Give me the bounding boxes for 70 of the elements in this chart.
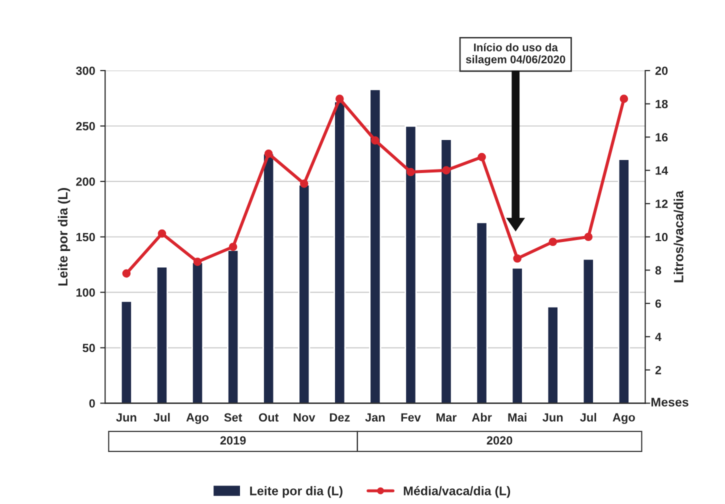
x-tick-label: Dez — [330, 413, 350, 422]
point — [264, 150, 273, 158]
x-axis-title: Meses — [651, 398, 688, 407]
point — [335, 94, 344, 103]
legend-label: Leite por dia (L) — [250, 486, 342, 498]
x-tick-label: Abr — [472, 412, 492, 422]
y2-tick-label: 2 — [655, 366, 662, 374]
bar — [191, 262, 204, 404]
point — [122, 269, 131, 278]
point — [371, 136, 380, 145]
x-tick-label: Nov — [294, 413, 316, 422]
point — [158, 229, 166, 238]
legend-label: Média/vaca/dia (L) — [404, 486, 510, 498]
y-tick-label: 200 — [76, 177, 95, 186]
text: 2019 — [220, 436, 246, 445]
y2-tick-label: 12 — [656, 200, 668, 208]
text: Início do uso da silagem 04/06/2020 — [466, 43, 566, 66]
x-tick-label: Mai — [508, 412, 526, 422]
x-tick-label: Set — [224, 413, 242, 422]
point — [193, 258, 202, 266]
x-tick-label: Jun — [116, 413, 136, 422]
bar — [369, 88, 382, 404]
bar — [546, 306, 559, 404]
point — [300, 179, 308, 188]
y-tick-label: 300 — [76, 66, 95, 75]
y2-tick-label: 14 — [656, 166, 668, 175]
x-tick-label: Jun — [542, 413, 563, 422]
y2-tick-label: 8 — [655, 266, 662, 275]
point — [513, 254, 522, 263]
bar — [156, 266, 168, 404]
y2-axis-title: Litros/vaca/dia — [674, 190, 684, 282]
point — [620, 94, 628, 103]
bar — [120, 300, 132, 404]
y2-tick-label: 6 — [655, 299, 662, 308]
bar — [334, 100, 346, 404]
x-tick-label: Jan — [365, 413, 385, 422]
bar — [511, 267, 524, 404]
point — [228, 242, 238, 252]
y-axis-title: Leite por dia (L) — [58, 188, 70, 286]
y2-tick-label: 20 — [655, 66, 668, 75]
point — [406, 168, 415, 176]
x-tick-label: Fev — [401, 413, 421, 422]
text: 2020 — [486, 436, 512, 445]
bar — [440, 138, 452, 404]
x-tick-label: Ago — [612, 413, 635, 424]
x-tick-label: Jul — [580, 412, 596, 422]
y-tick-label: 0 — [89, 399, 95, 408]
x-tick-label: Out — [258, 413, 279, 422]
bar — [298, 184, 310, 404]
y-tick-label: 250 — [76, 122, 95, 130]
x-tick-label: Jul — [154, 412, 170, 422]
bar — [262, 153, 275, 404]
bar — [618, 158, 630, 404]
bar — [227, 249, 240, 404]
y-tick-label: 100 — [76, 288, 95, 297]
bar — [404, 125, 417, 404]
y2-tick-label: 18 — [656, 100, 668, 108]
x-tick-label: Ago — [186, 413, 209, 424]
y2-tick-label: 10 — [656, 232, 668, 242]
y2-tick-label: 4 — [655, 332, 662, 341]
bar — [476, 222, 488, 404]
bar — [582, 258, 594, 404]
y-tick-label: 50 — [82, 344, 95, 352]
y-tick-label: 150 — [76, 232, 95, 242]
x-tick-label: Mar — [436, 413, 457, 422]
y2-tick-label: 16 — [656, 133, 668, 142]
point — [442, 166, 450, 175]
point — [478, 152, 486, 162]
point — [548, 238, 558, 246]
point — [584, 232, 593, 242]
